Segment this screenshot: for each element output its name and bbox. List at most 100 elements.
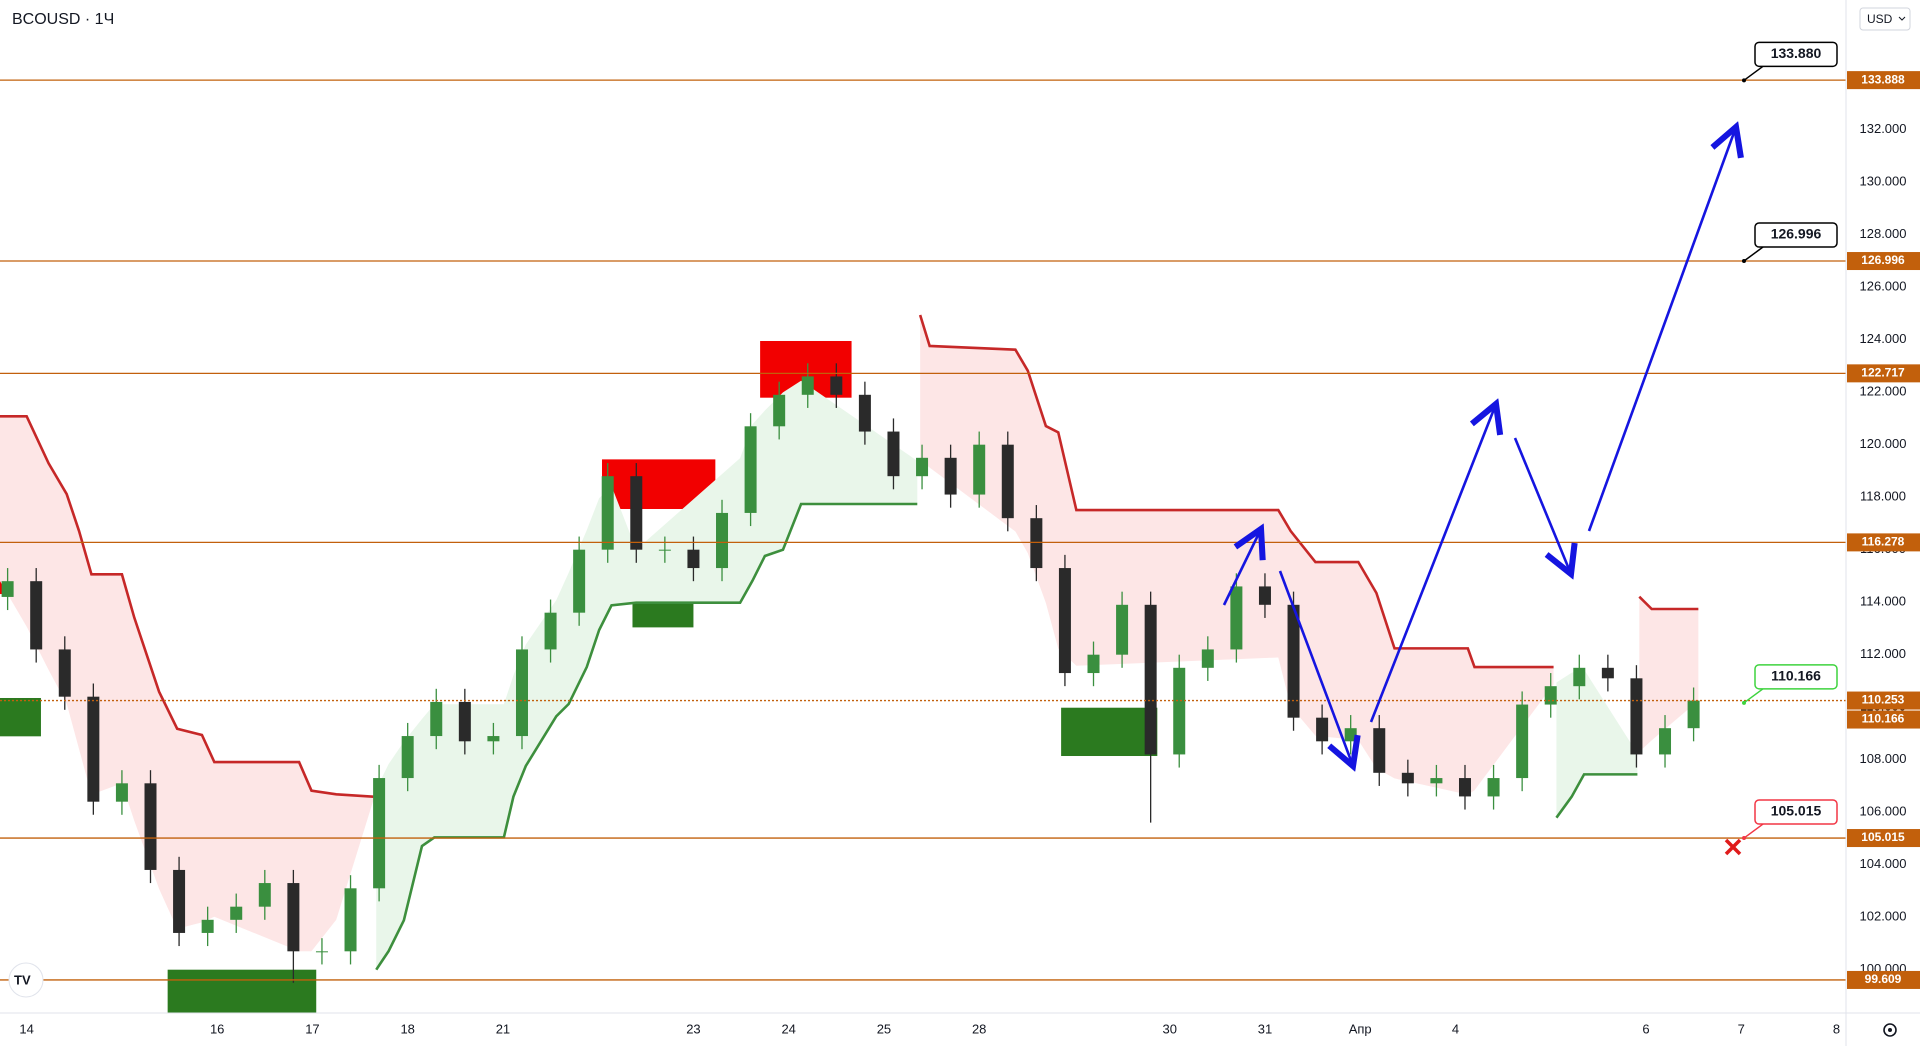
y-tick-label: 122.000 <box>1860 384 1907 399</box>
candle-body <box>1544 686 1557 705</box>
y-tick-label: 106.000 <box>1860 804 1907 819</box>
y-tick-label: 108.000 <box>1860 751 1907 766</box>
supertrend-line <box>375 502 918 971</box>
callout-anchor <box>1742 700 1746 705</box>
y-tick-label: 120.000 <box>1860 436 1907 451</box>
candle-body <box>801 376 814 395</box>
arrow <box>1587 127 1736 532</box>
candle-body <box>1344 728 1357 742</box>
x-tick-label: 14 <box>19 1021 33 1036</box>
candle-body <box>916 457 929 477</box>
x-tick-label: Апр <box>1349 1021 1372 1036</box>
candle-body <box>173 869 186 933</box>
trend-fill <box>1556 669 1638 818</box>
callout-box <box>1754 222 1838 248</box>
candle-body <box>1573 667 1586 687</box>
symbol-title: BCOUSD · 1Ч <box>12 11 114 28</box>
x-tick-label: 30 <box>1162 1021 1176 1036</box>
candle-body <box>458 701 471 742</box>
callout-box <box>1754 799 1838 825</box>
level-label: 126.996 <box>1861 253 1905 267</box>
trend-fill <box>376 380 918 970</box>
callout-label: 126.996 <box>1771 226 1822 242</box>
trend-fill <box>0 416 374 952</box>
level-label: 99.609 <box>1865 972 1902 986</box>
candle-body <box>544 612 557 650</box>
candle-body <box>887 431 900 477</box>
supertrend-line <box>1638 595 1699 611</box>
x-tick-label: 18 <box>400 1021 414 1036</box>
x-tick-label: 16 <box>210 1021 224 1036</box>
candle-body <box>1144 604 1157 755</box>
y-tick-label: 132.000 <box>1860 121 1907 136</box>
candle-body <box>773 394 786 427</box>
candle-body <box>601 476 614 550</box>
y-tick-label: 124.000 <box>1860 331 1907 346</box>
stop-mark <box>1724 838 1742 856</box>
candle-body <box>1030 518 1043 569</box>
currency-button[interactable] <box>1859 7 1911 31</box>
x-tick-label: 21 <box>496 1021 510 1036</box>
callout-box <box>1754 41 1838 68</box>
callout-box <box>1754 664 1838 690</box>
tv-logo: TV <box>8 962 44 998</box>
candle-body <box>30 581 43 650</box>
level-label-box <box>1847 970 1920 989</box>
candle-body <box>1401 772 1414 784</box>
x-tick-label: 6 <box>1642 1021 1649 1036</box>
level-label: 110.253 <box>1862 693 1905 707</box>
candle-body <box>944 457 957 495</box>
zone <box>0 697 41 737</box>
callout-anchor <box>1742 836 1746 841</box>
level-label: 133.888 <box>1861 72 1905 86</box>
candle-body <box>1487 778 1500 797</box>
x-tick-label: 4 <box>1452 1021 1459 1036</box>
callout-pointer <box>1743 823 1764 839</box>
candle-body <box>430 701 443 737</box>
level-label-box <box>1847 364 1920 383</box>
candle-body <box>973 444 986 495</box>
trend-fill <box>1639 596 1699 752</box>
currency-label[interactable]: USD <box>1867 12 1893 26</box>
y-tick-label: 126.000 <box>1860 279 1907 294</box>
candle-body <box>1316 717 1329 742</box>
y-tick-label: 128.000 <box>1860 226 1907 241</box>
candle-body <box>87 696 100 802</box>
y-tick-label: 102.000 <box>1860 909 1907 924</box>
x-tick-label: 7 <box>1738 1021 1745 1036</box>
level-label: 110.166 <box>1862 712 1905 726</box>
svg-text:TV: TV <box>14 972 31 987</box>
y-tick-label: 130.000 <box>1860 174 1907 189</box>
level-label: 116.278 <box>1862 535 1905 549</box>
level-label-box <box>1847 710 1920 729</box>
candle-body <box>1287 604 1300 718</box>
candle-body <box>1458 778 1471 797</box>
arrow <box>1513 437 1571 574</box>
candle-body <box>373 778 386 889</box>
y-tick-label: 104.000 <box>1860 856 1907 871</box>
candle-body <box>315 951 328 953</box>
arrow <box>1222 529 1261 606</box>
supertrend-line <box>918 314 1554 669</box>
x-tick-label: 28 <box>972 1021 986 1036</box>
candle-body <box>58 649 71 697</box>
level-label: 122.717 <box>1861 366 1905 380</box>
candle-body <box>1659 728 1672 755</box>
candle-body <box>1230 586 1243 650</box>
candle-body <box>716 512 729 569</box>
level-label-box <box>1847 829 1920 848</box>
candle-body <box>1201 649 1214 668</box>
callout-label: 133.880 <box>1771 45 1822 61</box>
candle-body <box>1001 444 1014 519</box>
x-tick-label: 25 <box>877 1021 891 1036</box>
settings-icon[interactable] <box>1883 1023 1897 1037</box>
candle-body <box>401 736 414 779</box>
callout-pointer <box>1743 246 1764 262</box>
candle-body <box>1373 728 1386 773</box>
candle-body <box>287 883 300 952</box>
x-tick-label: 31 <box>1258 1021 1272 1036</box>
candle-body <box>658 549 671 551</box>
candle-body <box>1116 604 1129 655</box>
candle-body <box>858 394 871 432</box>
